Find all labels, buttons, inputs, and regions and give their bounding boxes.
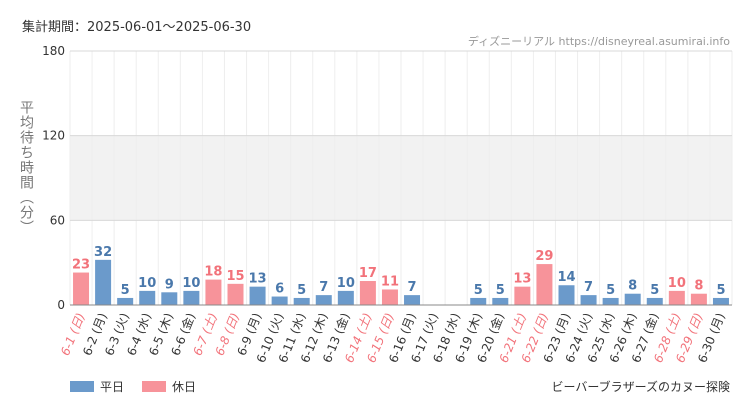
bar-value-label: 5 <box>297 283 306 298</box>
legend-label-holiday: 休日 <box>172 380 197 394</box>
bar <box>315 295 332 305</box>
legend-item-weekday: 平日 <box>70 378 124 395</box>
y-axis-title: 平均待ち時間（分） <box>18 100 34 235</box>
bar-value-label: 23 <box>72 258 90 273</box>
bar-value-label: 5 <box>650 283 659 298</box>
bar <box>227 283 244 305</box>
bar <box>205 279 222 305</box>
bar <box>558 285 575 305</box>
bar-value-label: 11 <box>381 274 399 289</box>
bar <box>359 281 376 305</box>
bar <box>95 259 112 305</box>
y-tick-label: 180 <box>42 44 65 58</box>
bar <box>183 290 200 305</box>
bar <box>117 297 134 305</box>
y-tick-label: 120 <box>42 129 65 143</box>
period-label: 集計期間：2025-06-01～2025-06-30 <box>22 20 252 35</box>
bar <box>161 292 178 305</box>
source-label: ディズニーリアル https://disneyreal.asumirai.inf… <box>467 35 730 48</box>
legend-item-holiday: 休日 <box>142 378 196 395</box>
bar <box>249 286 266 305</box>
bar-value-label: 10 <box>668 276 686 291</box>
bar <box>668 290 685 305</box>
bar <box>404 295 421 305</box>
bar <box>624 293 641 305</box>
bar-value-label: 5 <box>606 283 615 298</box>
legend-swatch-holiday <box>142 381 167 392</box>
bar <box>139 290 156 305</box>
bar-value-label: 32 <box>94 245 112 260</box>
bar-value-label: 6 <box>275 282 284 297</box>
bar <box>73 272 90 305</box>
bar-value-label: 5 <box>121 283 130 298</box>
bar <box>293 297 310 305</box>
bar <box>646 297 663 305</box>
bar-value-label: 7 <box>408 280 417 295</box>
bar-value-label: 7 <box>319 280 328 295</box>
bar-value-label: 10 <box>337 276 355 291</box>
bar-value-label: 10 <box>138 276 156 291</box>
bar <box>271 296 288 305</box>
bar <box>337 290 354 305</box>
bar-value-label: 9 <box>165 277 174 292</box>
y-tick-label: 0 <box>57 298 65 312</box>
legend-label-weekday: 平日 <box>100 380 125 394</box>
bar-value-label: 10 <box>182 276 200 291</box>
bar <box>492 297 509 305</box>
bar <box>514 286 531 305</box>
bar <box>580 295 597 305</box>
bar-value-label: 13 <box>513 272 531 287</box>
y-tick-label: 60 <box>50 213 65 227</box>
bar-value-label: 7 <box>584 280 593 295</box>
bar-value-label: 5 <box>474 283 483 298</box>
legend-swatch-weekday <box>70 381 94 392</box>
legend: 平日 休日 <box>70 378 196 395</box>
bar <box>381 289 398 305</box>
bar-value-label: 15 <box>226 269 244 284</box>
bar-value-label: 18 <box>204 265 222 280</box>
bar-value-label: 8 <box>628 279 637 294</box>
bar <box>536 264 553 305</box>
bar-value-label: 13 <box>249 272 267 287</box>
attraction-name: ビーバーブラザーズのカヌー探険 <box>551 380 730 394</box>
bar <box>470 297 487 305</box>
bar-value-label: 29 <box>535 249 553 264</box>
bar-value-label: 14 <box>557 270 575 285</box>
bar <box>712 297 729 305</box>
bar <box>602 297 619 305</box>
bar-value-label: 5 <box>716 283 725 298</box>
bar-value-label: 8 <box>694 279 703 294</box>
bar-value-label: 5 <box>496 283 505 298</box>
bar <box>690 293 707 305</box>
bar-value-label: 17 <box>359 266 377 281</box>
